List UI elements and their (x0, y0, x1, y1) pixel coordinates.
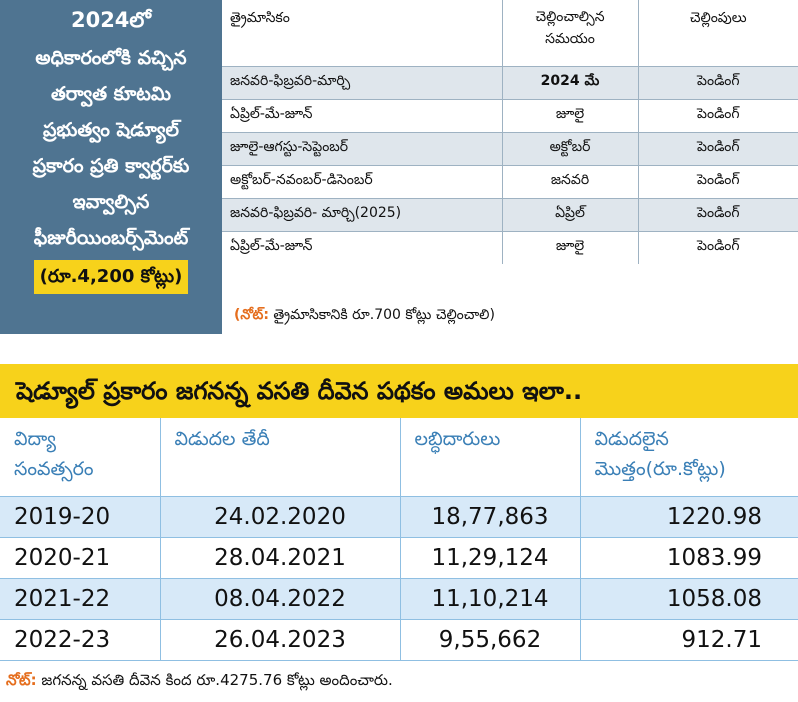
header-line: విద్యా (14, 428, 56, 450)
vasathi-deevena-section: షెడ్యూల్ ప్రకారం జగనన్న వసతి దీవెన పథకం … (0, 364, 798, 702)
summary-line: ఇవ్వాల్సిన (72, 191, 150, 213)
amount-cell: 912.71 (579, 618, 798, 660)
fee-reimbursement-section: 2024లో అధికారంలోకి వచ్చిన తర్వాత కూటమి ప… (0, 0, 798, 334)
header-line: విడుదలైన (594, 428, 669, 450)
table-row: జనవరి-ఫిబ్రవరి- మార్చి(2025) ఏప్రిల్ పెం… (222, 197, 798, 231)
status-cell: పెండింగ్ (638, 230, 798, 264)
table-row: 2020-21 28.04.2021 11,29,124 1083.99 (0, 536, 798, 578)
due-cell: జూలై (501, 98, 639, 132)
scheme-note: నోట్: జగనన్న వసతి దీవెన కింద రూ.4275.76 … (0, 660, 798, 698)
summary-line: ప్రకారం ప్రతి క్వార్టర్‌కు (32, 155, 190, 177)
summary-amount: (రూ.4,200 కోట్లు) (33, 260, 189, 294)
table-row: అక్టోబర్-నవంబర్-డిసెంబర్ జనవరి పెండింగ్ (222, 164, 798, 198)
date-cell: 08.04.2022 (159, 577, 400, 619)
release-table: విద్యా సంవత్సరం విడుదల తేదీ లబ్ధిదారులు … (0, 418, 798, 660)
header-due-line: చెల్లించాల్సిన (535, 9, 605, 25)
scheme-title: షెడ్యూల్ ప్రకారం జగనన్న వసతి దీవెన పథకం … (0, 364, 798, 418)
amount-cell: 1083.99 (579, 536, 798, 578)
table-row: 2019-20 24.02.2020 18,77,863 1220.98 (0, 495, 798, 537)
status-cell: పెండింగ్ (638, 98, 798, 132)
table-row: 2022-23 26.04.2023 9,55,662 912.71 (0, 618, 798, 660)
header-due-line: సమయం (545, 31, 595, 47)
date-cell: 26.04.2023 (159, 618, 400, 660)
amount-cell: 1058.08 (579, 577, 798, 619)
header-release-date: విడుదల తేదీ (159, 418, 400, 496)
year-cell: 2020-21 (0, 536, 160, 578)
beneficiaries-cell: 9,55,662 (399, 618, 580, 660)
date-cell: 28.04.2021 (159, 536, 400, 578)
due-cell: ఏప్రిల్ (501, 197, 639, 231)
due-cell: అక్టోబర్ (501, 131, 639, 165)
note-label: (నోట్: (234, 307, 269, 323)
amount-cell: 1220.98 (579, 495, 798, 537)
table-row: ఏప్రిల్-మే-జూన్ జూలై పెండింగ్ (222, 98, 798, 132)
date-cell: 24.02.2020 (159, 495, 400, 537)
summary-line: ఫీజురీయింబర్స్‌మెంట్ (33, 227, 189, 249)
table-row: జనవరి-ఫిబ్రవరి-మార్చి 2024 మే పెండింగ్ (222, 65, 798, 99)
table-row: 2021-22 08.04.2022 11,10,214 1058.08 (0, 577, 798, 619)
due-cell: జూలై (501, 230, 639, 264)
due-cell: జనవరి (501, 164, 639, 198)
header-quarter: త్రైమాసికం (222, 0, 502, 66)
beneficiaries-cell: 11,29,124 (399, 536, 580, 578)
due-cell: 2024 మే (501, 65, 639, 99)
summary-line: ప్రభుత్వం షెడ్యూల్ (42, 119, 180, 141)
header-academic-year: విద్యా సంవత్సరం (0, 418, 160, 496)
note-text: త్రైమాసికానికి రూ.700 కోట్లు చెల్లించాలి… (268, 307, 495, 323)
status-cell: పెండింగ్ (638, 65, 798, 99)
beneficiaries-cell: 18,77,863 (399, 495, 580, 537)
status-cell: పెండింగ్ (638, 164, 798, 198)
reimbursement-summary-panel: 2024లో అధికారంలోకి వచ్చిన తర్వాత కూటమి ప… (0, 0, 222, 334)
quarter-cell: జనవరి-ఫిబ్రవరి-మార్చి (222, 65, 502, 99)
header-payments: చెల్లింపులు (638, 0, 798, 66)
summary-line: అధికారంలోకి వచ్చిన (35, 47, 187, 69)
year-cell: 2022-23 (0, 618, 160, 660)
header-released-amount: విడుదలైన మొత్తం(రూ.కోట్లు) (579, 418, 798, 496)
table-header-row: విద్యా సంవత్సరం విడుదల తేదీ లబ్ధిదారులు … (0, 418, 798, 496)
summary-line: తర్వాత కూటమి (50, 83, 172, 105)
quarter-cell: ఏప్రిల్-మే-జూన్ (222, 98, 502, 132)
quarter-payments-table: త్రైమాసికం చెల్లించాల్సిన సమయం చెల్లింపు… (222, 0, 798, 264)
quarter-cell: ఏప్రిల్-మే-జూన్ (222, 230, 502, 264)
header-due-time: చెల్లించాల్సిన సమయం (501, 0, 639, 66)
beneficiaries-cell: 11,10,214 (399, 577, 580, 619)
quarter-note: (నోట్: త్రైమాసికానికి రూ.700 కోట్లు చెల్… (222, 297, 798, 334)
table-row: జూలై-ఆగస్టు-సెప్టెంబర్ అక్టోబర్ పెండింగ్ (222, 131, 798, 165)
quarter-cell: జూలై-ఆగస్టు-సెప్టెంబర్ (222, 131, 502, 165)
summary-line: 2024లో (70, 8, 152, 32)
year-cell: 2019-20 (0, 495, 160, 537)
year-cell: 2021-22 (0, 577, 160, 619)
quarter-cell: జనవరి-ఫిబ్రవరి- మార్చి(2025) (222, 197, 502, 231)
status-cell: పెండింగ్ (638, 131, 798, 165)
status-cell: పెండింగ్ (638, 197, 798, 231)
header-line: మొత్తం(రూ.కోట్లు) (594, 458, 726, 480)
quarter-cell: అక్టోబర్-నవంబర్-డిసెంబర్ (222, 164, 502, 198)
note-text: జగనన్న వసతి దీవెన కింద రూ.4275.76 కోట్లు… (36, 671, 393, 689)
table-row: ఏప్రిల్-మే-జూన్ జూలై పెండింగ్ (222, 230, 798, 264)
note-label: నోట్: (6, 671, 37, 689)
header-line: సంవత్సరం (14, 458, 94, 480)
table-header-row: త్రైమాసికం చెల్లించాల్సిన సమయం చెల్లింపు… (222, 0, 798, 66)
header-beneficiaries: లబ్ధిదారులు (399, 418, 580, 496)
